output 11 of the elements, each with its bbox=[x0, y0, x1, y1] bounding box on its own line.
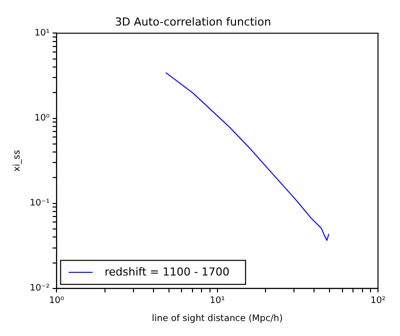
x-tick-label: 10² bbox=[370, 296, 386, 306]
chart-title: 3D Auto-correlation function bbox=[114, 15, 272, 28]
x-axis-title: line of sight distance (Mpc/h) bbox=[152, 314, 283, 324]
x-tick-label: 10⁰ bbox=[49, 296, 65, 306]
y-tick-label: 10⁻¹ bbox=[30, 198, 50, 209]
y-tick-label: 10⁰ bbox=[34, 114, 50, 124]
legend-label: redshift = 1100 - 1700 bbox=[104, 265, 230, 278]
y-tick-label: 10¹ bbox=[34, 28, 50, 39]
x-tick-label: 10¹ bbox=[210, 296, 226, 306]
y-tick-label: 10⁻² bbox=[30, 284, 50, 294]
y-axis-title: xi_ss bbox=[12, 150, 23, 172]
